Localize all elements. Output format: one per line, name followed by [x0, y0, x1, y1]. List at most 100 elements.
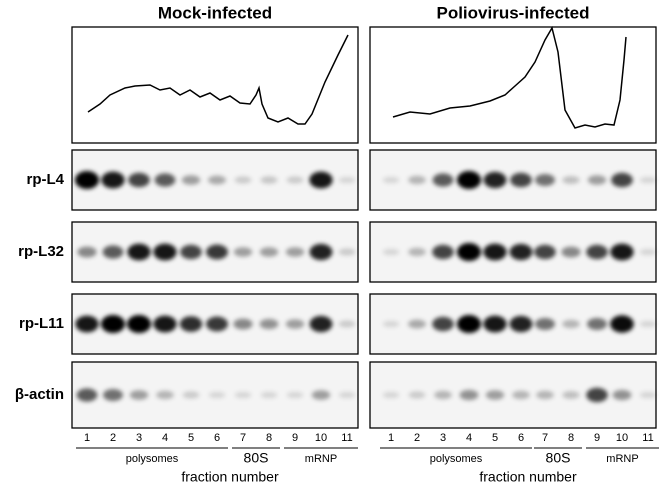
lane-number: 1 [84, 432, 90, 444]
band [639, 176, 657, 184]
group-label: 80S [244, 450, 269, 466]
band [509, 243, 533, 261]
row-label: rp-L4 [27, 171, 65, 188]
x-label: fraction number [479, 469, 577, 485]
band [587, 318, 607, 330]
band [639, 391, 657, 399]
band [75, 315, 99, 333]
lane-number: 9 [292, 432, 298, 444]
band [338, 391, 356, 399]
x-label: fraction number [181, 469, 279, 485]
band [101, 315, 125, 333]
lane-number: 3 [136, 432, 142, 444]
band [77, 246, 97, 258]
group-label: polysomes [430, 453, 483, 465]
band [586, 387, 608, 403]
band [612, 389, 632, 401]
band [432, 316, 454, 332]
band [535, 318, 555, 330]
band [485, 390, 505, 400]
band [535, 174, 555, 186]
band [561, 246, 581, 258]
band [408, 319, 426, 329]
band [382, 176, 400, 184]
row-label: rp-L11 [19, 315, 64, 332]
band [483, 171, 507, 189]
band [338, 320, 356, 328]
band [382, 320, 400, 328]
band [259, 247, 279, 257]
band [259, 318, 279, 330]
band [483, 315, 507, 333]
band [382, 391, 400, 399]
lane-number: 10 [616, 432, 628, 444]
band [510, 172, 532, 188]
band [75, 171, 99, 189]
band [459, 389, 479, 401]
profile-trace [87, 34, 349, 125]
lane-number: 2 [414, 432, 420, 444]
band [102, 245, 124, 259]
band [76, 388, 98, 402]
band [260, 391, 278, 399]
band [536, 390, 554, 400]
lane-number: 11 [341, 432, 352, 444]
band [208, 391, 226, 399]
band [512, 390, 530, 400]
lane-number: 1 [388, 432, 394, 444]
lane-number: 10 [315, 432, 327, 444]
band [103, 389, 123, 401]
band [611, 172, 633, 188]
band [562, 176, 580, 184]
lane-number: 6 [518, 432, 524, 444]
band [457, 315, 481, 333]
bands [75, 315, 356, 333]
lane-number: 7 [240, 432, 246, 444]
bands [382, 315, 657, 333]
profile-box [71, 26, 359, 144]
band [309, 315, 333, 333]
lane-number: 5 [492, 432, 498, 444]
group-label: mRNP [606, 453, 638, 465]
group-label: 80S [546, 450, 571, 466]
bands [382, 387, 657, 403]
lane-number: 7 [542, 432, 548, 444]
band [285, 247, 305, 257]
band [457, 171, 481, 189]
band [408, 175, 426, 185]
band [610, 315, 634, 333]
panel-title: Poliovirus-infected [436, 3, 589, 22]
band [338, 176, 356, 184]
band [180, 244, 202, 260]
group-label: polysomes [126, 453, 179, 465]
band [128, 172, 150, 188]
row-label: rp-L32 [18, 243, 64, 260]
band [587, 175, 607, 185]
band [286, 176, 304, 184]
lane-number: 2 [110, 432, 116, 444]
band [156, 390, 174, 400]
band [206, 244, 228, 260]
bands [382, 171, 657, 189]
panel-title: Mock-infected [158, 3, 272, 22]
row-label: β-actin [15, 386, 64, 403]
band [610, 243, 634, 261]
band [182, 391, 200, 399]
band [233, 247, 253, 257]
band [432, 244, 454, 260]
band [562, 391, 580, 399]
bands [76, 388, 356, 402]
band [206, 316, 228, 332]
band [234, 391, 252, 399]
band [153, 243, 177, 261]
band [101, 171, 125, 189]
lane-number: 4 [466, 432, 472, 444]
band [309, 243, 333, 261]
band [639, 248, 657, 256]
group-label: mRNP [305, 453, 337, 465]
band [509, 315, 533, 333]
band [127, 243, 151, 261]
lane-number: 9 [594, 432, 600, 444]
band [153, 315, 177, 333]
band [457, 243, 481, 261]
